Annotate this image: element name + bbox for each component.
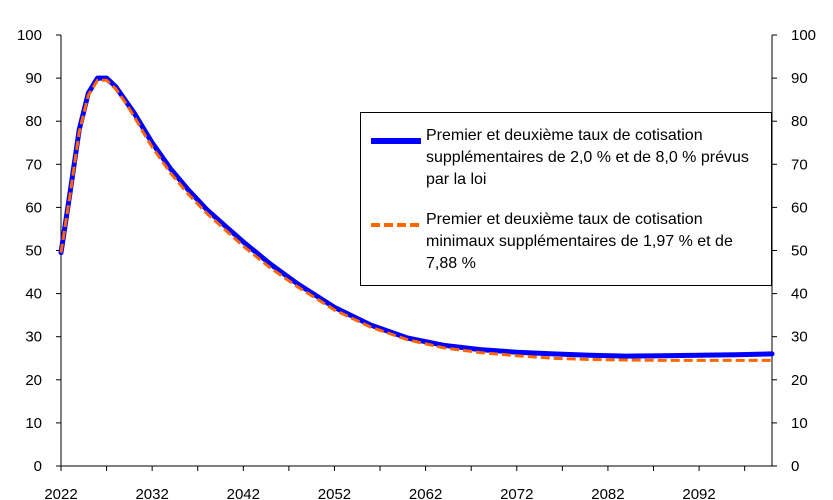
y-tick-label-left: 20 [25, 372, 42, 389]
y-tick-label-right: 40 [791, 286, 808, 303]
tick-labels: 0 0 10 10 20 20 30 30 40 40 50 50 60 60 70 70 80 80 90 90 10… [17, 27, 816, 500]
y-tick-label-right: 30 [791, 329, 808, 346]
y-tick-label-right: 100 [791, 27, 816, 44]
y-tick-label-right: 0 [791, 458, 799, 475]
y-tick-label-left: 50 [25, 243, 42, 260]
legend-label-statutory: Premier et deuxième taux de cotisation s… [426, 127, 749, 188]
x-tick-label: 2062 [409, 486, 442, 500]
y-tick-label-left: 10 [25, 415, 42, 432]
y-tick-label-left: 100 [17, 27, 42, 44]
x-tick-label: 2052 [318, 486, 351, 500]
y-tick-label-left: 70 [25, 156, 42, 173]
y-tick-label-right: 70 [791, 156, 808, 173]
x-tick-label: 2082 [591, 486, 624, 500]
y-tick-label-right: 90 [791, 70, 808, 87]
legend-label-minimum: Premier et deuxième taux de cotisation m… [426, 211, 733, 272]
x-tick-label: 2092 [682, 486, 715, 500]
y-tick-label-left: 80 [25, 113, 42, 130]
y-tick-label-left: 0 [34, 458, 42, 475]
series-layer [58, 75, 775, 362]
y-tick-label-left: 30 [25, 329, 42, 346]
series-line-0 [58, 75, 775, 359]
legend-swatch-blue [371, 138, 421, 144]
x-tick-label: 2022 [44, 486, 77, 500]
y-tick-label-left: 60 [25, 199, 42, 216]
x-tick-label: 2042 [227, 486, 260, 500]
legend-swatch-orange-dashed [371, 223, 421, 227]
legend: Premier et deuxième taux de cotisation s… [360, 112, 772, 286]
y-tick-label-right: 20 [791, 372, 808, 389]
y-tick-label-right: 50 [791, 243, 808, 260]
y-tick-label-left: 90 [25, 70, 42, 87]
x-tick-label: 2072 [500, 486, 533, 500]
y-tick-label-right: 10 [791, 415, 808, 432]
y-tick-label-left: 40 [25, 286, 42, 303]
x-tick-label: 2032 [135, 486, 168, 500]
y-tick-label-right: 80 [791, 113, 808, 130]
y-tick-label-right: 60 [791, 199, 808, 216]
series-line-1 [59, 78, 772, 362]
